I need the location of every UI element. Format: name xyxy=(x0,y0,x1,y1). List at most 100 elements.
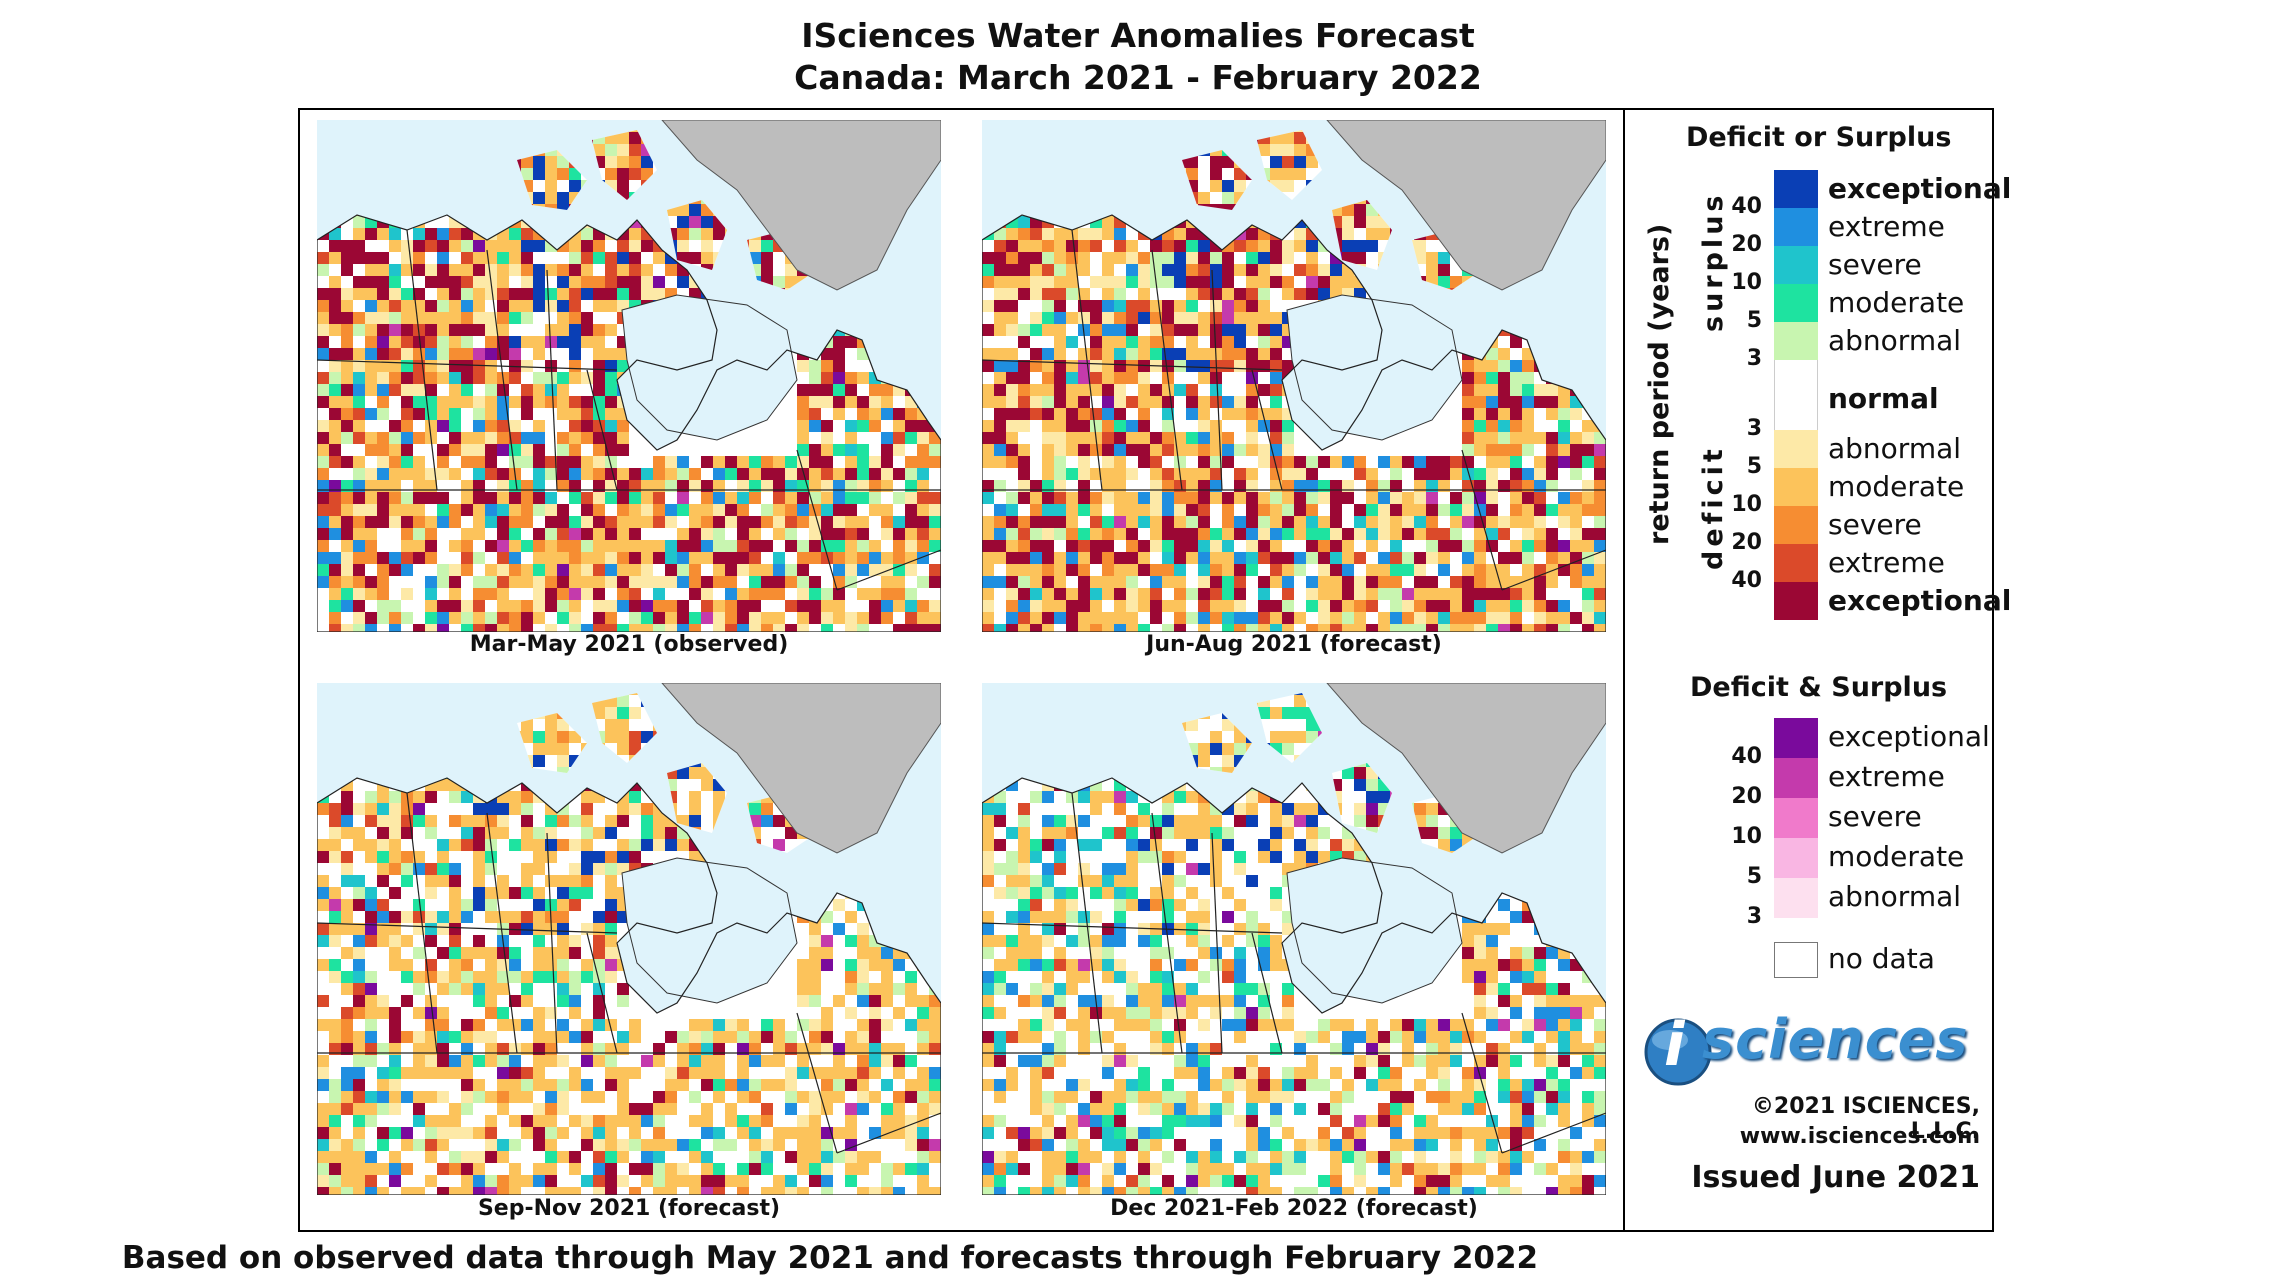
legend-label-deficit-abnormal: abnormal xyxy=(1828,432,1962,465)
boundary-line xyxy=(982,359,1283,371)
legend-label-surplus-extreme: extreme xyxy=(1828,210,1945,243)
legend-title-deficit-or-surplus: Deficit or Surplus xyxy=(1686,122,1952,153)
greenland-no-data xyxy=(661,120,941,291)
boundary-line xyxy=(406,229,438,491)
boundary-line xyxy=(486,812,518,1054)
legend-tick-surplus: 3 xyxy=(1746,346,1762,371)
hudson-bay xyxy=(621,294,798,441)
canada-map xyxy=(317,120,941,632)
legend-label-both-severe: severe xyxy=(1828,800,1922,833)
legend-label-both-extreme: extreme xyxy=(1828,760,1945,793)
legend-label-surplus-abnormal: abnormal xyxy=(1828,324,1962,357)
legend-tick-both: 5 xyxy=(1746,864,1762,889)
hudson-bay xyxy=(621,857,798,1004)
issued-date: Issued June 2021 xyxy=(1691,1160,1980,1195)
legend-label-deficit-extreme: extreme xyxy=(1828,546,1945,579)
legend-swatch-deficit-extreme xyxy=(1774,544,1818,582)
map-title: ISciences Water Anomalies Forecast xyxy=(801,16,1475,55)
figure-frame xyxy=(298,108,1994,1232)
legend-swatch-surplus-moderate xyxy=(1774,284,1818,322)
legend-tick-surplus: 5 xyxy=(1746,308,1762,333)
legend-swatch-both-extreme xyxy=(1774,758,1818,798)
legend-tick-deficit: 5 xyxy=(1746,454,1762,479)
map-panel-mar-may xyxy=(317,120,941,632)
coastline xyxy=(982,214,1606,632)
canada-map xyxy=(317,683,941,1195)
coastline xyxy=(982,777,1606,1195)
legend-tick-both: 40 xyxy=(1731,744,1762,769)
website-link[interactable]: www.isciences.com xyxy=(1739,1124,1980,1149)
map-panel-jun-aug xyxy=(982,120,1606,632)
greenland-no-data xyxy=(1326,120,1606,291)
boundary-line xyxy=(1461,1012,1503,1154)
boundary-line xyxy=(1071,792,1103,1054)
legend-divider xyxy=(1623,108,1625,1232)
legend-title-deficit-and-surplus: Deficit & Surplus xyxy=(1690,672,1948,703)
hudson-bay xyxy=(1286,294,1463,441)
boundary-line xyxy=(1071,229,1103,491)
legend-label-surplus-severe: severe xyxy=(1828,248,1922,281)
panel-caption: Sep-Nov 2021 (forecast) xyxy=(477,1196,781,1221)
boundary-line xyxy=(796,449,838,591)
legend-axis-label: return period (years) xyxy=(1644,223,1675,545)
boundary-line xyxy=(1501,1112,1606,1154)
legend-swatch-deficit-exceptional xyxy=(1774,582,1818,620)
legend-swatch-surplus-severe xyxy=(1774,246,1818,284)
boundary-line xyxy=(1501,549,1606,591)
legend-swatch-both-moderate xyxy=(1774,838,1818,878)
boundary-line xyxy=(836,1112,941,1154)
legend-tick-deficit: 3 xyxy=(1746,416,1762,441)
boundary-line xyxy=(1211,269,1223,491)
legend-label-surplus-exceptional: exceptional xyxy=(1828,172,2012,205)
hudson-bay xyxy=(1286,857,1463,1004)
legend-tick-both: 3 xyxy=(1746,904,1762,929)
greenland-no-data xyxy=(661,683,941,854)
legend-swatch-surplus-abnormal xyxy=(1774,322,1818,360)
boundary-line xyxy=(1251,932,1283,1054)
boundary-line xyxy=(317,359,618,371)
boundary-line xyxy=(1151,249,1183,491)
logo-word: sciences xyxy=(1702,1008,1969,1071)
map-panel-dec-feb xyxy=(982,683,1606,1195)
legend-label-deficit-moderate: moderate xyxy=(1828,470,1965,503)
legend-label-both-exceptional: exceptional xyxy=(1828,720,1990,753)
coastline xyxy=(317,214,941,632)
boundary-line xyxy=(1461,449,1503,591)
boundary-line xyxy=(546,832,558,1054)
legend-swatch-deficit-severe xyxy=(1774,506,1818,544)
legend-tick-deficit: 40 xyxy=(1731,568,1762,593)
legend-no-data-label: no data xyxy=(1828,942,1935,975)
boundary-line xyxy=(406,792,438,1054)
legend-label-deficit-exceptional: exceptional xyxy=(1828,584,2012,617)
boundary-line xyxy=(982,922,1283,934)
legend-label-both-moderate: moderate xyxy=(1828,840,1965,873)
legend-tick-surplus: 20 xyxy=(1731,232,1762,257)
legend-swatch-surplus-extreme xyxy=(1774,208,1818,246)
legend-swatch-no-data xyxy=(1774,942,1818,978)
map-panel-sep-nov xyxy=(317,683,941,1195)
panel-caption: Mar-May 2021 (observed) xyxy=(469,632,789,657)
logo-letter: i xyxy=(1664,1010,1685,1080)
legend-tick-deficit: 10 xyxy=(1731,492,1762,517)
legend-tick-surplus: 10 xyxy=(1731,270,1762,295)
legend-normal-label: normal xyxy=(1828,382,1939,415)
boundary-line xyxy=(1151,812,1183,1054)
legend-swatch-surplus-exceptional xyxy=(1774,170,1818,208)
boundary-line xyxy=(586,932,618,1054)
boundary-line xyxy=(796,1012,838,1154)
legend-tick-deficit: 20 xyxy=(1731,530,1762,555)
boundary-line xyxy=(546,269,558,491)
legend-swatch-normal xyxy=(1774,360,1818,430)
copyright-text: ©2021 ISCIENCES, L.L.C. xyxy=(1751,1094,1980,1144)
boundary-line xyxy=(486,249,518,491)
legend-tick-both: 10 xyxy=(1731,824,1762,849)
panel-caption: Jun-Aug 2021 (forecast) xyxy=(1146,632,1442,657)
coastline xyxy=(317,777,941,1195)
boundary-line xyxy=(317,922,618,934)
legend-swatch-deficit-moderate xyxy=(1774,468,1818,506)
boundary-line xyxy=(586,369,618,491)
canada-map xyxy=(982,683,1606,1195)
isciences-logo-icon xyxy=(1644,1018,1712,1086)
legend-label-surplus-moderate: moderate xyxy=(1828,286,1965,319)
legend-tick-both: 20 xyxy=(1731,784,1762,809)
